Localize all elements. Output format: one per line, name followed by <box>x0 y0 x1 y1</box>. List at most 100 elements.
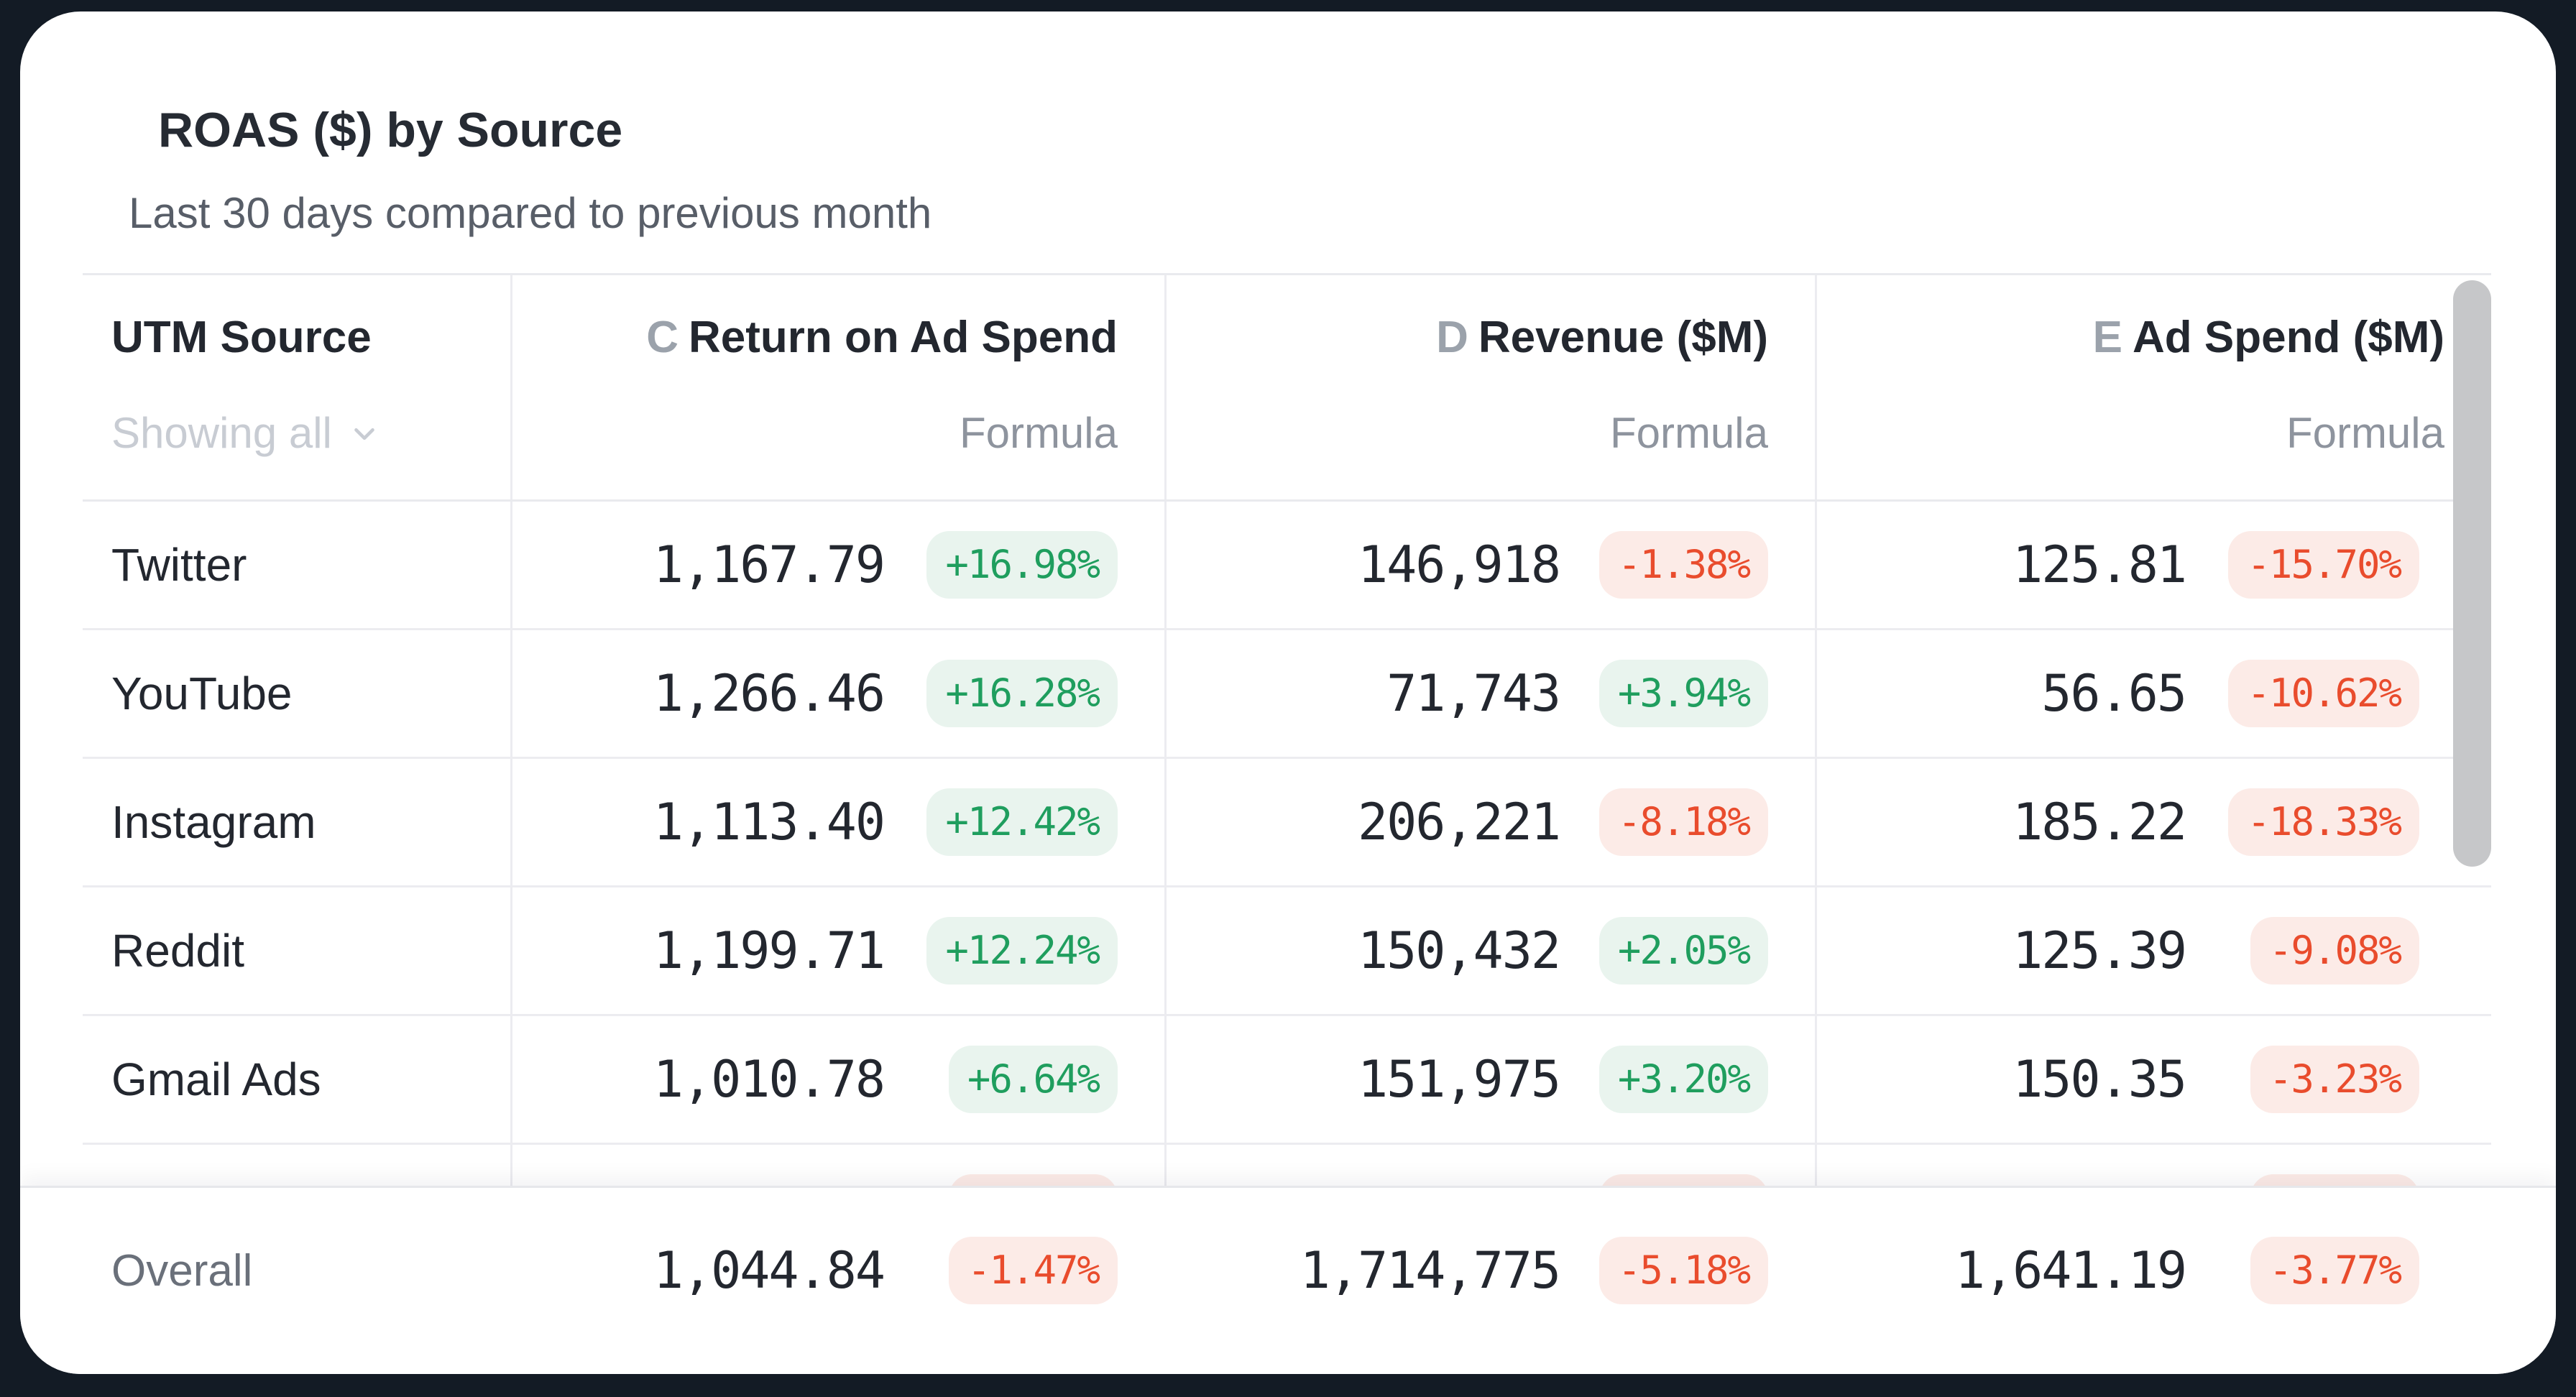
metric-value: 71,743 <box>1386 664 1561 723</box>
metric-value: 56.65 <box>2041 664 2187 723</box>
column-header-roas[interactable]: C Return on Ad Spend Formula <box>510 275 1164 499</box>
roas-cell: 1,199.71 +12.24% <box>510 887 1164 1014</box>
delta-slot: -3.77% <box>2211 1237 2419 1304</box>
delta-badge: -1.47% <box>948 1237 1118 1304</box>
delta-badge: -3.77% <box>2250 1237 2419 1304</box>
delta-badge: -18.33% <box>2228 788 2419 856</box>
footer-roas-cell: 1,044.84 -1.47% <box>510 1188 1164 1353</box>
column-header-revenue[interactable]: D Revenue ($M) Formula <box>1164 275 1815 499</box>
adspend-cell: 125.81 -15.70% <box>1815 502 2491 628</box>
column-title: E Ad Spend ($M) <box>2093 315 2444 360</box>
roas-cell: 1,010.78 +6.64% <box>510 1016 1164 1143</box>
revenue-cell: 146,918 -1.38% <box>1164 502 1815 628</box>
footer-row-overall: Overall 1,044.84 -1.47% 1,714,775 -5.18%… <box>83 1188 2491 1353</box>
metric-value: 1,714,775 <box>1300 1241 1561 1300</box>
delta-slot: -9.08% <box>2211 917 2419 985</box>
revenue-cell: 151,975 +3.20% <box>1164 1016 1815 1143</box>
footer-source-label: Overall <box>111 1245 253 1296</box>
delta-badge: -3.23% <box>2250 1046 2419 1113</box>
delta-badge: -15.70% <box>2228 531 2419 599</box>
table-header-row: UTM Source Showing all C Return on Ad Spe… <box>83 273 2491 502</box>
delta-badge: +16.98% <box>926 531 1118 599</box>
delta-slot: -3.23% <box>2211 1046 2419 1113</box>
delta-slot: +3.94% <box>1585 660 1768 727</box>
delta-badge: -5.52% <box>1598 1174 1768 1186</box>
roas-cell: 952.43 -1.22% <box>510 1145 1164 1186</box>
delta-slot: -5.52% <box>1585 1174 1768 1186</box>
metric-value: 1,266.46 <box>653 664 886 723</box>
revenue-cell: 71,743 +3.94% <box>1164 630 1815 757</box>
column-formula-label: Formula <box>2286 409 2444 457</box>
column-formula-label: Formula <box>959 409 1118 457</box>
widget-title: ROAS ($) by Source <box>158 103 623 157</box>
table-row-instagram: Instagram 1,113.40 +12.42% 206,221 -8.18… <box>83 759 2491 887</box>
column-header-adspend[interactable]: E Ad Spend ($M) Formula <box>1815 275 2491 499</box>
delta-slot: +16.98% <box>909 531 1118 599</box>
column-letter: E <box>2092 313 2123 362</box>
roas-table: UTM Source Showing all C Return on Ad Spe… <box>83 273 2491 1186</box>
metric-value: 1,044.84 <box>653 1241 886 1300</box>
column-name: Revenue ($M) <box>1478 313 1768 362</box>
metric-value: 150,432 <box>1357 921 1561 980</box>
delta-slot: +2.05% <box>1585 917 1768 985</box>
delta-badge: -8.18% <box>1598 788 1768 856</box>
revenue-cell: 206,221 -8.18% <box>1164 759 1815 885</box>
column-title: C Return on Ad Spend <box>646 315 1118 360</box>
vertical-scrollbar-thumb[interactable] <box>2453 280 2491 867</box>
utm-source-label: UTM Source <box>111 313 372 362</box>
table-row-referral: $referral 952.43 -1.22% 66,561 -5.52% 69… <box>83 1145 2491 1186</box>
table-body: Twitter 1,167.79 +16.98% 146,918 -1.38% … <box>83 502 2491 1186</box>
delta-slot: -4.35% <box>2211 1174 2419 1186</box>
table-row-twitter: Twitter 1,167.79 +16.98% 146,918 -1.38% … <box>83 502 2491 630</box>
delta-slot: -1.22% <box>909 1174 1118 1186</box>
delta-badge: -4.35% <box>2250 1174 2419 1186</box>
table-row-reddit: Reddit 1,199.71 +12.24% 150,432 +2.05% 1… <box>83 887 2491 1016</box>
metric-value: 185.22 <box>2012 793 2187 852</box>
delta-badge: +3.20% <box>1598 1046 1768 1113</box>
delta-badge: +12.24% <box>926 917 1118 985</box>
adspend-cell: 69.88 -4.35% <box>1815 1145 2491 1186</box>
revenue-cell: 66,561 -5.52% <box>1164 1145 1815 1186</box>
metric-value: 66,561 <box>1386 1179 1561 1186</box>
column-name: Ad Spend ($M) <box>2133 313 2444 362</box>
adspend-cell: 56.65 -10.62% <box>1815 630 2491 757</box>
column-letter: D <box>1436 313 1468 362</box>
footer-revenue-cell: 1,714,775 -5.18% <box>1164 1188 1815 1353</box>
delta-slot: +12.42% <box>909 788 1118 856</box>
metric-value: 206,221 <box>1357 793 1561 852</box>
delta-slot: -10.62% <box>2211 660 2419 727</box>
delta-slot: -1.38% <box>1585 531 1768 599</box>
row-source-label: Instagram <box>111 796 316 848</box>
footer-adspend-cell: 1,641.19 -3.77% <box>1815 1188 2491 1353</box>
delta-badge: +6.64% <box>948 1046 1118 1113</box>
metric-value: 151,975 <box>1357 1050 1561 1109</box>
delta-slot: -5.18% <box>1585 1237 1768 1304</box>
showing-all-label: Showing all <box>111 409 332 457</box>
roas-widget-card: ROAS ($) by Source Last 30 days compared… <box>20 11 2556 1374</box>
adspend-cell: 150.35 -3.23% <box>1815 1016 2491 1143</box>
delta-slot: -15.70% <box>2211 531 2419 599</box>
delta-badge: -1.22% <box>948 1174 1118 1186</box>
metric-value: 1,199.71 <box>653 921 886 980</box>
utm-source-header[interactable]: UTM Source Showing all <box>83 275 510 499</box>
column-formula-label: Formula <box>1609 409 1768 457</box>
delta-badge: -10.62% <box>2228 660 2419 727</box>
row-source-label: $referral <box>83 1145 510 1186</box>
delta-badge: -5.18% <box>1598 1237 1768 1304</box>
delta-slot: +6.64% <box>909 1046 1118 1113</box>
showing-all-dropdown[interactable]: Showing all <box>111 412 381 455</box>
delta-badge: +16.28% <box>926 660 1118 727</box>
row-source-label: YouTube <box>111 668 293 719</box>
delta-slot: +3.20% <box>1585 1046 1768 1113</box>
metric-value: 69.88 <box>2041 1179 2187 1186</box>
adspend-cell: 185.22 -18.33% <box>1815 759 2491 885</box>
table-footer: Overall 1,044.84 -1.47% 1,714,775 -5.18%… <box>20 1186 2556 1374</box>
delta-slot: -1.47% <box>909 1237 1118 1304</box>
metric-value: 1,167.79 <box>653 535 886 594</box>
metric-value: 125.39 <box>2012 921 2187 980</box>
chevron-down-icon <box>354 428 374 441</box>
table-row-youtube: YouTube 1,266.46 +16.28% 71,743 +3.94% 5… <box>83 630 2491 759</box>
revenue-cell: 150,432 +2.05% <box>1164 887 1815 1014</box>
column-name: Return on Ad Spend <box>689 313 1118 362</box>
metric-value: 1,113.40 <box>653 793 886 852</box>
